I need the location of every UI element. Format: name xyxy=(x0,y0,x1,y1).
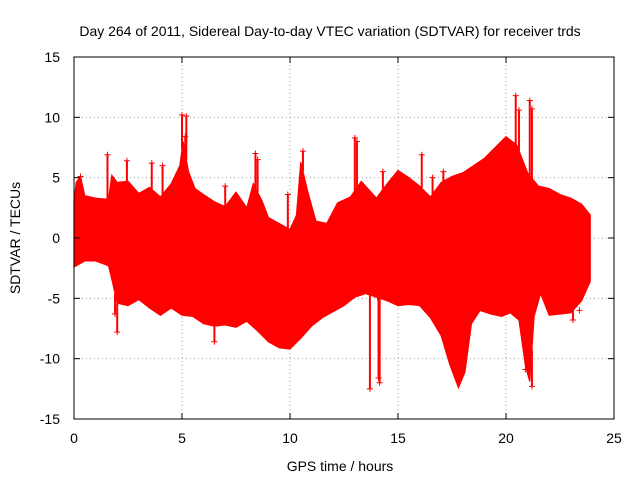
outlier-point xyxy=(522,366,529,373)
y-tick-label: -10 xyxy=(40,351,60,367)
x-tick-label: 5 xyxy=(178,430,186,446)
sdtvar-scatter-cloud xyxy=(73,135,591,390)
outlier-point xyxy=(528,105,535,112)
outlier-point xyxy=(429,174,436,181)
chart-title: Day 264 of 2011, Sidereal Day-to-day VTE… xyxy=(79,23,580,39)
outlier-point xyxy=(512,92,519,99)
x-tick-label: 20 xyxy=(498,430,514,446)
y-axis: -15 -10 -5 0 5 10 15 xyxy=(40,49,614,427)
outlier-point xyxy=(112,311,119,318)
outlier-point xyxy=(353,138,360,145)
outlier-point xyxy=(222,183,229,190)
y-tick-label: 10 xyxy=(44,109,60,125)
outlier-point xyxy=(351,134,358,141)
x-axis-label: GPS time / hours xyxy=(287,458,394,474)
x-tick-label: 25 xyxy=(606,430,622,446)
y-tick-label: -15 xyxy=(40,411,60,427)
y-tick-label: 15 xyxy=(44,49,60,65)
outlier-point xyxy=(211,338,218,345)
x-tick-label: 15 xyxy=(390,430,406,446)
outlier-point xyxy=(374,294,381,301)
outlier-point xyxy=(148,160,155,167)
outlier-point xyxy=(428,313,435,320)
outlier-point xyxy=(526,97,533,104)
outlier-point xyxy=(569,317,576,324)
outlier-point xyxy=(252,150,259,157)
y-tick-label: 0 xyxy=(52,230,60,246)
outlier-point xyxy=(515,107,522,114)
y-axis-label: SDTVAR / TECUs xyxy=(7,182,23,294)
outlier-point xyxy=(299,148,306,155)
x-tick-label: 0 xyxy=(70,430,78,446)
outlier-point xyxy=(179,111,185,118)
outlier-point xyxy=(183,113,190,120)
outlier-point xyxy=(376,379,383,386)
outlier-point xyxy=(104,151,111,158)
outlier-point xyxy=(576,307,583,314)
data-layer xyxy=(73,92,591,392)
outlier-point xyxy=(77,173,84,180)
x-axis: 0 5 10 15 20 25 xyxy=(70,57,622,446)
outlier-point xyxy=(366,385,373,392)
outlier-point xyxy=(440,168,447,175)
outlier-point xyxy=(237,198,244,205)
y-tick-label: -5 xyxy=(48,290,61,306)
x-tick-label: 10 xyxy=(282,430,298,446)
outlier-point xyxy=(182,133,189,140)
outlier-point xyxy=(379,168,386,175)
outlier-point xyxy=(284,191,291,198)
outlier-point xyxy=(123,157,130,164)
outlier-markers xyxy=(77,92,583,392)
outlier-point xyxy=(528,383,535,390)
outlier-point xyxy=(418,151,425,158)
outlier-point xyxy=(250,314,257,321)
outlier-point xyxy=(159,162,166,169)
outlier-point xyxy=(114,329,121,336)
y-tick-label: 5 xyxy=(52,170,60,186)
outlier-point xyxy=(254,156,261,163)
